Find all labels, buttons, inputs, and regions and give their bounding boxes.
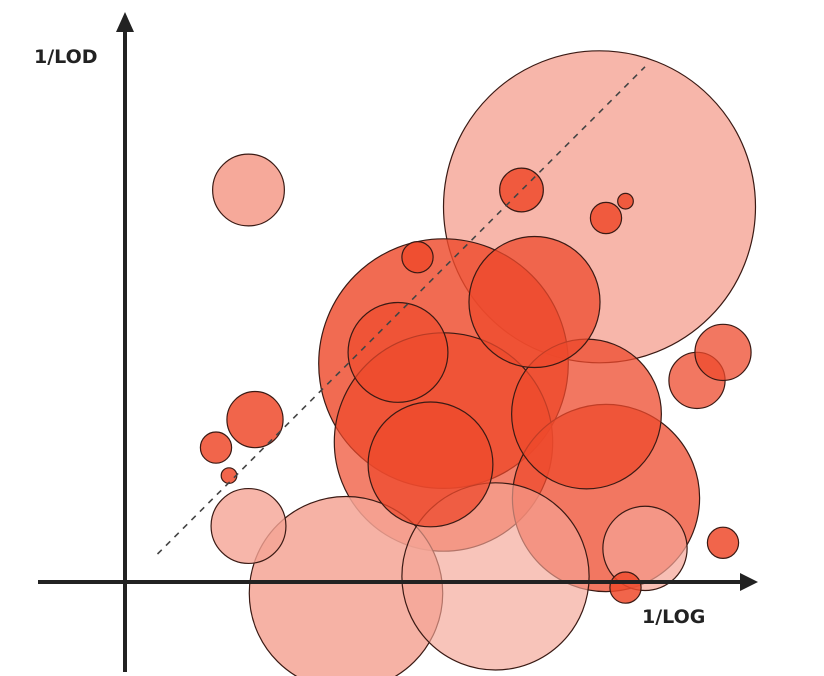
bubble-6 xyxy=(401,482,590,671)
bubble-13 xyxy=(212,153,285,227)
bubble-16 xyxy=(694,323,752,382)
bubble-layer xyxy=(199,50,757,676)
y-axis-arrow-icon xyxy=(116,12,134,32)
x-axis-arrow-icon xyxy=(740,573,758,591)
bubble-24 xyxy=(617,192,634,210)
x-axis-label: 1/LOG xyxy=(642,606,705,628)
bubble-22 xyxy=(401,241,434,274)
bubble-23 xyxy=(220,467,238,485)
bubble-8 xyxy=(468,235,601,369)
bubble-18 xyxy=(199,431,233,464)
bubble-10 xyxy=(347,301,449,403)
bubble-14 xyxy=(226,390,284,449)
bubble-9 xyxy=(367,401,494,528)
bubble-20 xyxy=(609,571,642,604)
y-axis-label: 1/LOD xyxy=(34,46,98,68)
bubble-11 xyxy=(602,505,688,592)
bubble-19 xyxy=(706,526,740,560)
bubble-12 xyxy=(210,487,287,565)
bubble-21 xyxy=(589,201,623,235)
